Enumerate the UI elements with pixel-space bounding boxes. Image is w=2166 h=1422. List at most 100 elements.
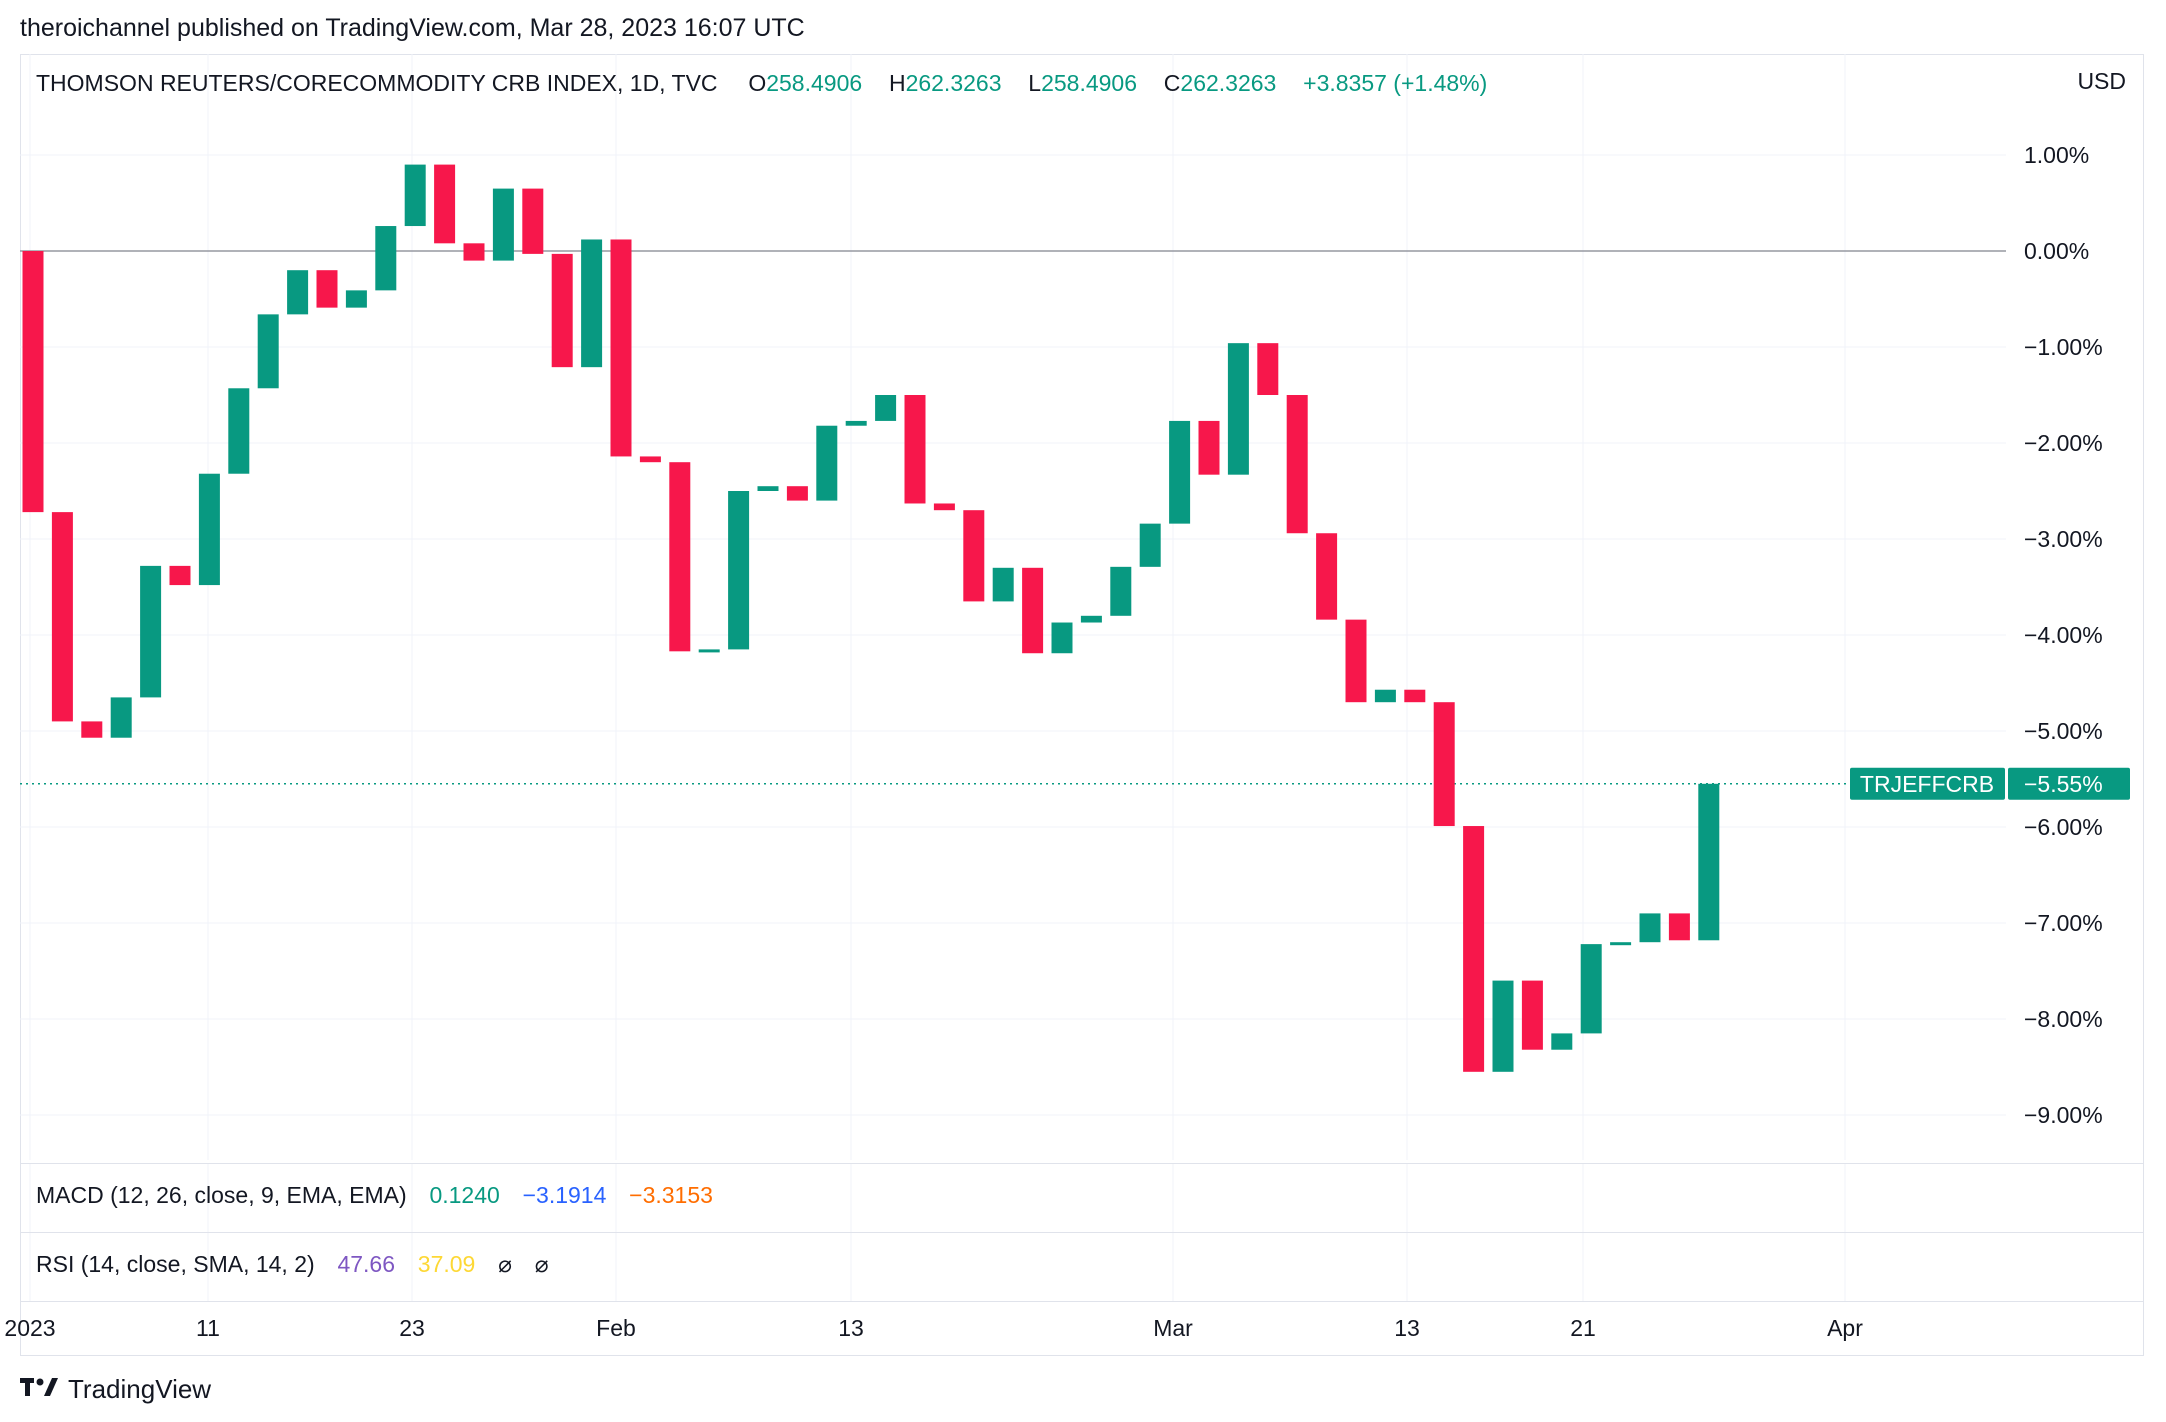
candle (1139, 523, 1161, 567)
candle (198, 473, 220, 586)
candle (581, 239, 603, 368)
candle (1404, 689, 1426, 703)
y-tick-label: 1.00% (2024, 142, 2089, 168)
candle (434, 164, 456, 244)
currency-label[interactable]: USD (2077, 68, 2126, 94)
macd-legend: MACD (12, 26, close, 9, EMA, EMA) 0.1240… (36, 1182, 713, 1209)
close-label: C (1163, 70, 1181, 96)
pane-separator-rsi[interactable] (20, 1232, 2144, 1233)
candle (345, 290, 367, 308)
change-value: +3.8357 (+1.48%) (1303, 70, 1488, 96)
x-tick-label: 13 (1394, 1315, 1420, 1341)
rsi-ma-value: 37.09 (417, 1251, 476, 1277)
candle (1080, 615, 1102, 623)
candle (1198, 420, 1220, 475)
brand-name: TradingView (68, 1374, 212, 1404)
candle (22, 251, 44, 513)
candle (1227, 343, 1249, 475)
candle (610, 239, 632, 457)
candle (786, 486, 808, 501)
macd-histogram-value: −3.3153 (629, 1182, 713, 1208)
candle (1257, 343, 1279, 395)
candle (1639, 913, 1661, 943)
low-label: L (1028, 70, 1042, 96)
y-tick-label: 0.00% (2024, 238, 2089, 264)
candle (1698, 783, 1720, 941)
candle (963, 510, 985, 602)
candle (757, 486, 779, 491)
candle (845, 420, 867, 426)
candle (316, 270, 338, 308)
y-tick-label: −4.00% (2024, 622, 2103, 648)
rsi-legend: RSI (14, close, SMA, 14, 2) 47.66 37.09 … (36, 1251, 549, 1278)
price-axis: 1.00% 0.00% −1.00% −2.00% −3.00% −4.00% −5.00%… (1850, 142, 2130, 1128)
y-tick-label: −5.00% (2024, 718, 2103, 744)
open-value: 258.4906 (766, 70, 863, 96)
high-label: H (888, 70, 906, 96)
candle (375, 226, 397, 291)
series-legend: THOMSON REUTERS/CORECOMMODITY CRB INDEX,… (36, 70, 1487, 97)
candle (1580, 944, 1602, 1034)
pane-separator-macd[interactable] (20, 1163, 2144, 1164)
x-tick-label: 23 (399, 1315, 425, 1341)
candle (1316, 533, 1338, 620)
candle (875, 395, 897, 421)
rsi-extra-value-2: ⌀ (534, 1251, 549, 1277)
candle (1110, 566, 1132, 616)
candle (904, 395, 926, 504)
x-tick-label: 21 (1570, 1315, 1596, 1341)
candle (110, 697, 132, 738)
close-value: 262.3263 (1180, 70, 1277, 96)
candle-layer (22, 164, 1720, 1072)
rsi-value: 47.66 (337, 1251, 396, 1277)
candle (140, 565, 162, 698)
candle (1433, 702, 1455, 827)
candle (257, 314, 279, 389)
candle (933, 503, 955, 511)
candle (492, 188, 514, 261)
candle (1022, 567, 1044, 654)
candle (287, 270, 309, 315)
candle (228, 388, 250, 474)
candle (463, 243, 485, 261)
symbol-label: THOMSON REUTERS/CORECOMMODITY CRB INDEX,… (36, 70, 718, 96)
last-price-tag (2008, 767, 2130, 800)
tradingview-brand[interactable]: TradingView (20, 1374, 211, 1405)
tradingview-logo-icon (20, 1374, 60, 1405)
candle (992, 567, 1014, 602)
last-price-tag-label: −5.55% (2024, 771, 2103, 797)
candle (404, 164, 426, 227)
x-tick-label: Mar (1153, 1315, 1193, 1341)
x-tick-label: 13 (838, 1315, 864, 1341)
symbol-price-tag (1850, 767, 2005, 800)
macd-label: MACD (12, 26, close, 9, EMA, EMA) (36, 1182, 407, 1208)
y-tick-label: −8.00% (2024, 1006, 2103, 1032)
high-value: 262.3263 (905, 70, 1002, 96)
rsi-label: RSI (14, close, SMA, 14, 2) (36, 1251, 315, 1277)
candle (1169, 420, 1191, 524)
x-tick-label: Apr (1827, 1315, 1863, 1341)
macd-value: 0.1240 (429, 1182, 500, 1208)
open-label: O (748, 70, 767, 96)
candle (669, 462, 691, 652)
publication-info: theroichannel published on TradingView.c… (20, 14, 805, 42)
y-tick-label: −9.00% (2024, 1102, 2103, 1128)
candle (1492, 980, 1514, 1072)
y-tick-label: −2.00% (2024, 430, 2103, 456)
candle (1051, 622, 1073, 654)
candle (1463, 826, 1485, 1072)
low-value: 258.4906 (1041, 70, 1138, 96)
candle (1374, 689, 1396, 703)
candle (1286, 395, 1308, 534)
candle (639, 456, 661, 463)
candle (169, 565, 191, 586)
y-tick-label: −6.00% (2024, 814, 2103, 840)
candle (81, 721, 103, 738)
candle (1521, 980, 1543, 1050)
time-axis: 2023 11 23 Feb 13 Mar 13 21 Apr (4, 1315, 1863, 1341)
rsi-extra-value-1: ⌀ (498, 1251, 512, 1277)
x-tick-label: Feb (596, 1315, 636, 1341)
candle (698, 649, 720, 653)
candle (1668, 913, 1690, 941)
